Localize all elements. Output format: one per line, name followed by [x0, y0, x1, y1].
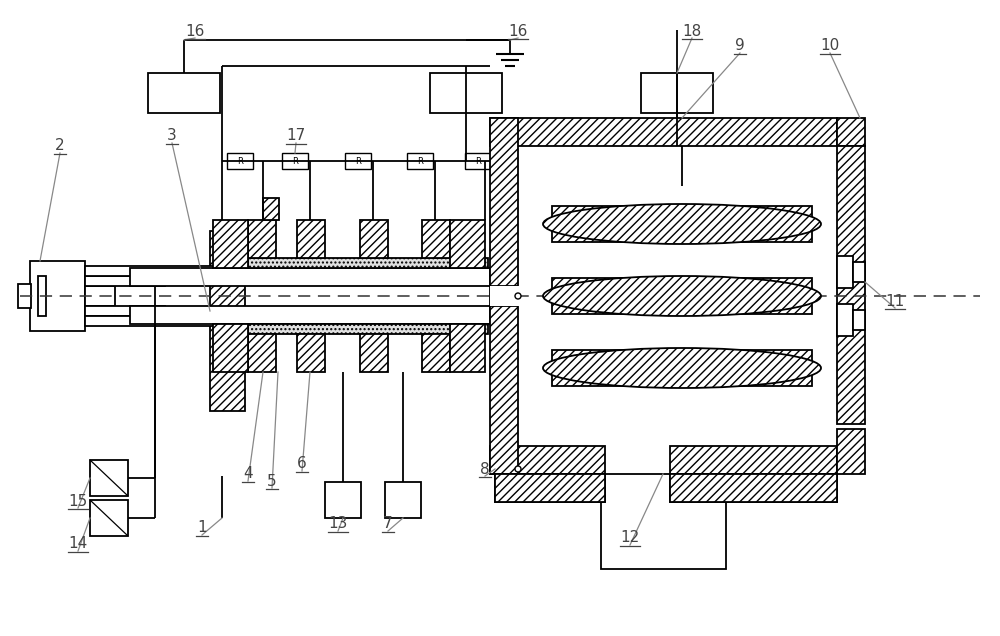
Text: R: R — [237, 156, 243, 165]
Text: 1: 1 — [197, 520, 207, 536]
Text: 16: 16 — [508, 24, 528, 39]
Text: R: R — [292, 156, 298, 165]
Bar — [490, 446, 605, 474]
Text: R: R — [355, 156, 361, 165]
Circle shape — [515, 466, 521, 472]
Bar — [248, 258, 488, 268]
Text: 12: 12 — [620, 530, 640, 546]
Text: 14: 14 — [68, 537, 88, 551]
Bar — [837, 304, 853, 336]
Circle shape — [515, 293, 521, 299]
Bar — [837, 146, 865, 424]
Bar — [85, 316, 255, 326]
Bar — [490, 286, 519, 306]
Bar — [601, 474, 726, 569]
Bar — [495, 474, 605, 502]
Bar — [210, 321, 245, 411]
Bar — [465, 153, 491, 169]
Text: 7: 7 — [383, 516, 393, 532]
Bar — [853, 262, 865, 282]
Bar — [670, 446, 837, 474]
Bar — [130, 268, 490, 286]
Text: 11: 11 — [885, 293, 905, 308]
Bar — [490, 118, 837, 146]
Bar — [670, 474, 837, 502]
Text: 16: 16 — [185, 24, 205, 39]
Bar — [360, 334, 388, 372]
Bar — [90, 500, 128, 536]
Bar — [385, 482, 421, 518]
Bar — [450, 220, 485, 268]
Bar — [38, 276, 46, 316]
Bar — [495, 474, 605, 502]
Bar — [422, 334, 450, 372]
Text: 3: 3 — [167, 128, 177, 144]
Bar — [85, 286, 115, 306]
Bar — [227, 153, 253, 169]
Bar — [213, 324, 248, 372]
Text: 18: 18 — [682, 24, 702, 39]
Text: 2: 2 — [55, 139, 65, 153]
FancyBboxPatch shape — [552, 350, 812, 386]
FancyBboxPatch shape — [552, 206, 812, 242]
Bar — [85, 266, 255, 276]
Bar — [670, 474, 837, 502]
Bar — [213, 220, 248, 268]
Bar — [297, 220, 325, 258]
Text: 8: 8 — [480, 462, 490, 476]
Bar — [297, 334, 325, 372]
Text: 10: 10 — [820, 39, 840, 53]
Text: 5: 5 — [267, 473, 277, 488]
FancyBboxPatch shape — [552, 278, 812, 314]
Bar — [130, 306, 490, 324]
Text: 4: 4 — [243, 466, 253, 481]
Bar — [853, 310, 865, 330]
Text: R: R — [417, 156, 423, 165]
Text: 13: 13 — [328, 516, 348, 532]
Ellipse shape — [543, 204, 821, 244]
Bar — [837, 118, 865, 146]
Bar — [248, 334, 276, 372]
Bar — [85, 306, 165, 316]
Bar — [210, 231, 245, 321]
Text: 9: 9 — [735, 39, 745, 53]
Bar — [360, 220, 388, 258]
Bar — [263, 198, 279, 220]
Bar — [18, 284, 31, 308]
Bar — [490, 118, 518, 474]
Text: 6: 6 — [297, 457, 307, 471]
Ellipse shape — [543, 348, 821, 388]
Bar — [248, 220, 276, 258]
Bar — [85, 276, 165, 286]
Bar — [248, 324, 488, 334]
Bar — [641, 73, 713, 113]
Text: 17: 17 — [286, 128, 306, 144]
Bar — [325, 482, 361, 518]
Bar — [430, 73, 502, 113]
Bar — [837, 256, 853, 288]
Bar — [282, 153, 308, 169]
Bar — [422, 220, 450, 258]
Bar — [837, 429, 865, 474]
Bar — [30, 261, 85, 331]
Ellipse shape — [543, 276, 821, 316]
Bar — [90, 460, 128, 496]
Bar — [407, 153, 433, 169]
Text: 15: 15 — [68, 494, 88, 509]
Bar — [148, 73, 220, 113]
Bar — [345, 153, 371, 169]
Bar — [450, 324, 485, 372]
Text: R: R — [475, 156, 481, 165]
